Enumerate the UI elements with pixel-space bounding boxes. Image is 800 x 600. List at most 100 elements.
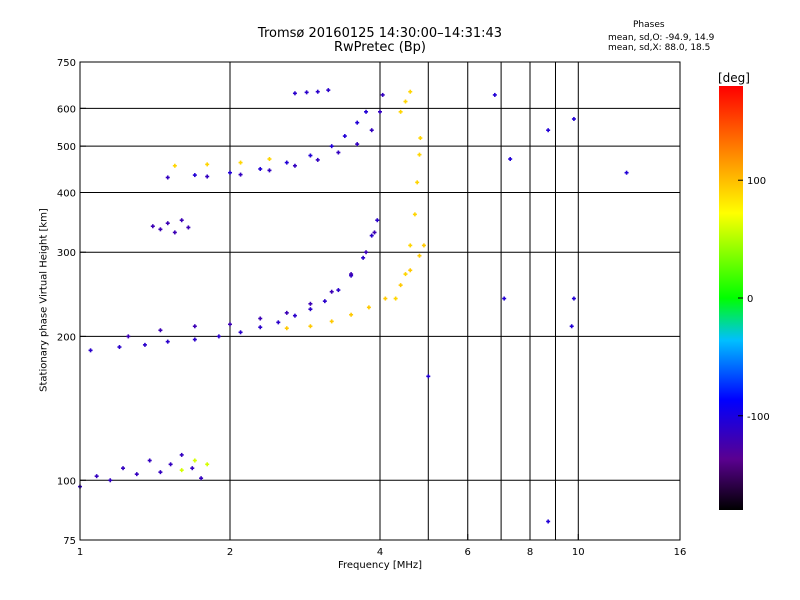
data-point [393, 296, 398, 301]
data-point [121, 466, 126, 471]
data-point [403, 99, 408, 104]
data-point [315, 157, 320, 162]
data-point [546, 519, 551, 524]
data-point [349, 312, 354, 317]
phase-stats-x-mode: mean, sd,X: 88.0, 18.5 [608, 43, 711, 53]
data-point [571, 116, 576, 121]
data-point [308, 153, 313, 158]
data-point [192, 324, 197, 329]
data-point [179, 468, 184, 473]
data-point [190, 466, 195, 471]
data-point [165, 339, 170, 344]
data-point [186, 225, 191, 230]
x-tick-label: 16 [674, 547, 687, 558]
data-point [336, 150, 341, 155]
y-tick-label: 500 [57, 142, 76, 153]
data-point [172, 163, 177, 168]
data-point [192, 337, 197, 342]
data-point [308, 307, 313, 312]
data-point [94, 474, 99, 479]
data-point [329, 144, 334, 149]
data-point [258, 316, 263, 321]
data-point [329, 289, 334, 294]
data-point [238, 330, 243, 335]
colorbar-tick-label: 0 [747, 294, 753, 305]
data-point [179, 452, 184, 457]
data-point [88, 348, 93, 353]
data-point [258, 325, 263, 330]
data-point [355, 142, 360, 147]
data-point [308, 324, 313, 329]
data-point [168, 462, 173, 467]
y-tick-label: 100 [57, 476, 76, 487]
data-point [126, 334, 131, 339]
data-point [258, 166, 263, 171]
data-point [292, 91, 297, 96]
data-point [502, 296, 507, 301]
data-point [205, 462, 210, 467]
data-point [375, 218, 380, 223]
data-point [192, 458, 197, 463]
data-point [228, 322, 232, 327]
data-point [372, 230, 377, 235]
data-point [326, 88, 331, 93]
data-point [369, 233, 374, 238]
data-point [292, 163, 297, 168]
data-point [134, 472, 139, 477]
data-point [276, 320, 281, 325]
data-point [336, 288, 341, 293]
data-point [322, 299, 327, 304]
x-tick-label: 8 [527, 547, 533, 558]
data-point [158, 470, 163, 475]
y-tick-label: 750 [57, 58, 76, 69]
colorbar-label: [deg] [718, 71, 750, 85]
data-point [421, 243, 426, 248]
data-point [418, 136, 423, 141]
data-point [308, 301, 313, 306]
data-point [158, 328, 163, 333]
phase-stats-o-mode: mean, sd,O: -94.9, 14.9 [608, 33, 715, 43]
phase-stats-heading: Phases [633, 20, 665, 30]
data-point [492, 92, 497, 97]
data-point [380, 92, 385, 97]
data-point [417, 253, 422, 258]
x-tick-label: 1 [77, 547, 83, 558]
data-point [216, 334, 221, 339]
x-axis-ticks: 1 2 4 6 8 10 16 [77, 534, 687, 558]
data-point [364, 109, 369, 114]
data-point [284, 326, 289, 331]
x-tick-label: 4 [377, 547, 383, 558]
data-point [165, 175, 170, 180]
colorbar-tick-label: -100 [747, 412, 770, 423]
data-point [284, 160, 289, 165]
x-tick-label: 10 [572, 547, 585, 558]
y-axis-ticks: 75 100 200 300 400 500 600 750 [57, 58, 86, 547]
data-point [417, 152, 422, 157]
data-point [415, 180, 420, 185]
data-point [366, 305, 371, 310]
data-point [150, 224, 155, 229]
data-point [546, 128, 551, 133]
data-point [412, 212, 417, 217]
chart-subtitle: RwPretec (Bp) [333, 40, 427, 55]
data-point [142, 342, 147, 347]
data-point [408, 89, 413, 94]
data-point [355, 120, 360, 125]
data-point [267, 157, 272, 162]
x-tick-label: 6 [465, 547, 471, 558]
data-point [179, 218, 184, 223]
grid-lines [80, 62, 680, 540]
y-tick-label: 75 [63, 536, 76, 547]
data-point [172, 230, 177, 235]
chart-title: Tromsø 20160125 14:30:00–14:31:43 [257, 26, 503, 41]
data-point [147, 458, 152, 463]
data-point [508, 157, 513, 162]
data-point [408, 268, 413, 273]
data-point [158, 227, 163, 232]
data-point [165, 221, 170, 226]
data-point [199, 476, 204, 481]
data-point [426, 374, 431, 379]
data-point [108, 478, 113, 483]
data-point [238, 172, 243, 177]
data-point [292, 313, 297, 318]
